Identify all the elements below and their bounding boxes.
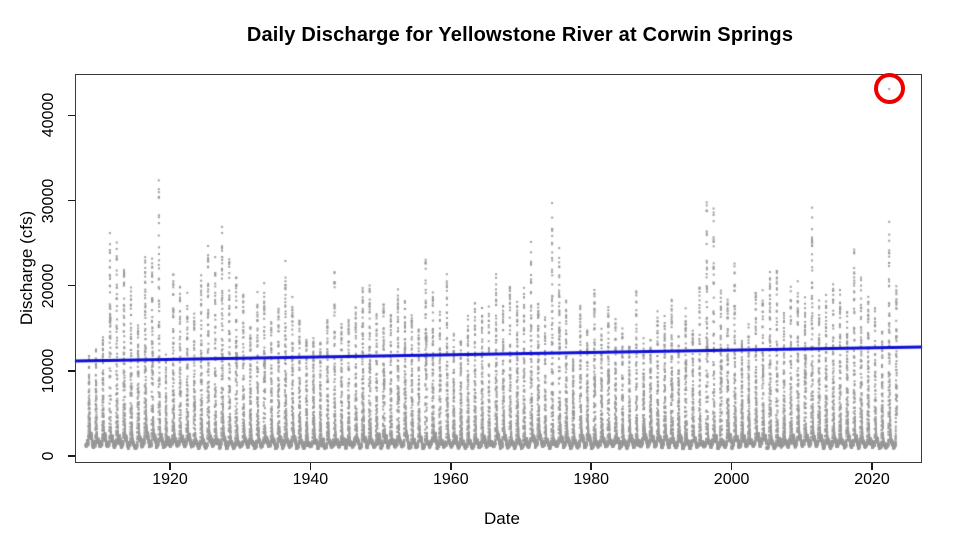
- x-tick-mark: [450, 463, 452, 470]
- x-tick-mark: [169, 463, 171, 470]
- y-tick-label: 20000: [40, 263, 57, 308]
- x-tick-mark: [590, 463, 592, 470]
- x-axis-label: Date: [484, 509, 520, 528]
- x-tick-mark: [730, 463, 733, 470]
- x-tick-mark: [309, 463, 312, 470]
- y-tick-label: 30000: [40, 178, 57, 223]
- y-tick-mark: [68, 455, 75, 457]
- y-tick-mark: [68, 284, 75, 287]
- y-tick-label: 0: [40, 451, 57, 461]
- x-tick-mark: [871, 463, 873, 470]
- outlier-highlight-circle: [873, 73, 905, 105]
- y-tick-mark: [68, 114, 75, 117]
- y-tick-mark: [68, 199, 75, 202]
- y-tick-label: 40000: [40, 93, 57, 138]
- x-tick-label: 1980: [573, 471, 609, 488]
- y-tick-label: 10000: [40, 348, 57, 394]
- x-tick-label: 2020: [854, 471, 890, 488]
- x-tick-label: 1940: [292, 471, 329, 488]
- x-tick-label: 1920: [152, 471, 188, 488]
- plot-box: [75, 74, 922, 463]
- x-tick-label: 2000: [713, 471, 750, 488]
- y-tick-mark: [68, 370, 75, 372]
- x-tick-label: 1960: [433, 471, 469, 488]
